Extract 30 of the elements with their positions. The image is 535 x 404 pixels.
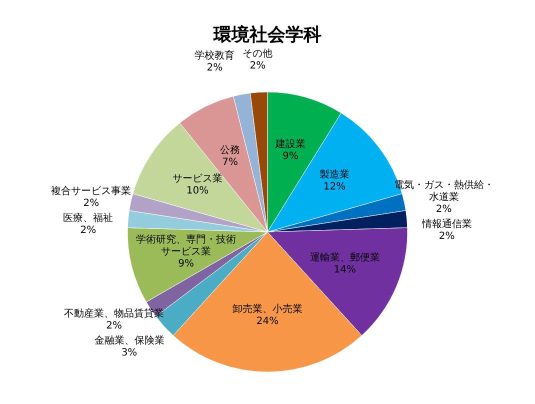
data-label: 7% <box>222 156 238 168</box>
slice-label: 学校教育 <box>194 50 235 62</box>
slice-label: 情報通信業 <box>420 218 472 230</box>
slice-label: 製造業 <box>320 168 350 180</box>
data-label: 2% <box>83 198 100 209</box>
slice-label: 運輸業、郵便業 <box>310 252 380 264</box>
data-label: 2% <box>80 224 96 236</box>
slice-label: 不動産業、物品賃貸業 <box>64 307 164 320</box>
slice-label: 学術研究、専門・技術サービス業 <box>136 233 236 258</box>
data-label: 2% <box>438 230 455 242</box>
data-label: 14% <box>334 264 356 276</box>
data-label: 3% <box>121 347 138 358</box>
data-label: 12% <box>323 181 346 192</box>
data-label: 9% <box>178 258 194 270</box>
slice-label: 卸売業、小売業 <box>232 303 302 315</box>
slice-label: 医療、福祉 <box>63 212 114 224</box>
data-label: 2% <box>436 204 452 215</box>
data-label: 2% <box>206 62 223 74</box>
chart-title: 環境社会学科 <box>212 24 322 46</box>
slice-label: 複合サービス事業 <box>51 184 132 197</box>
slice-label: その他 <box>242 47 273 60</box>
slice-label: 公務 <box>220 144 240 156</box>
slice-label: サービス業 <box>172 172 222 185</box>
data-label: 2% <box>106 320 122 332</box>
slice-label: 金融業、保険業 <box>94 334 164 346</box>
slice-label: 建設業 <box>274 138 306 150</box>
data-label: 2% <box>250 60 266 72</box>
data-label: 9% <box>282 151 298 162</box>
data-label: 24% <box>256 316 279 327</box>
data-label: 10% <box>186 186 209 197</box>
